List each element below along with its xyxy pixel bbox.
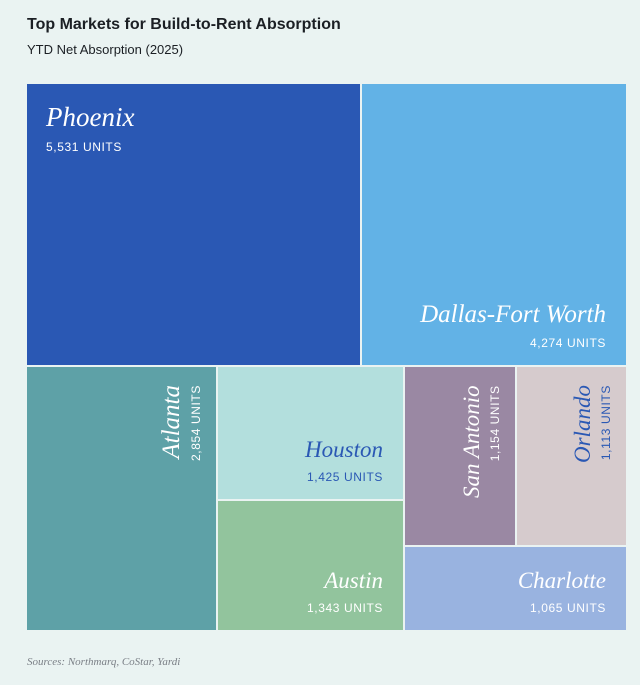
tile-san-antonio: San Antonio 1,154 UNITS bbox=[405, 367, 515, 545]
source-note: Sources: Northmarq, CoStar, Yardi bbox=[27, 656, 181, 668]
tile-orlando: Orlando 1,113 UNITS bbox=[517, 367, 626, 545]
tile-label-houston: Houston bbox=[305, 437, 383, 462]
tile-label-san-antonio: San Antonio bbox=[459, 385, 484, 498]
tile-value-dallas-fort-worth: 4,274 UNITS bbox=[530, 336, 606, 350]
tile-value-austin: 1,343 UNITS bbox=[307, 601, 383, 615]
tile-value-orlando: 1,113 UNITS bbox=[599, 385, 613, 461]
tile-label-atlanta: Atlanta bbox=[158, 385, 185, 459]
tile-dallas-fort-worth: Dallas-Fort Worth 4,274 UNITS bbox=[362, 84, 626, 365]
tile-label-charlotte: Charlotte bbox=[517, 568, 606, 593]
tile-phoenix: Phoenix 5,531 UNITS bbox=[27, 84, 360, 365]
tile-austin: Austin 1,343 UNITS bbox=[218, 501, 403, 630]
tile-value-phoenix: 5,531 UNITS bbox=[46, 140, 122, 154]
tile-charlotte: Charlotte 1,065 UNITS bbox=[405, 547, 626, 630]
tile-houston: Houston 1,425 UNITS bbox=[218, 367, 403, 499]
tile-label-orlando: Orlando bbox=[570, 385, 595, 463]
chart-subtitle: YTD Net Absorption (2025) bbox=[27, 42, 184, 57]
tile-value-houston: 1,425 UNITS bbox=[307, 470, 383, 484]
chart-title: Top Markets for Build-to-Rent Absorption bbox=[27, 16, 341, 33]
tile-atlanta: Atlanta 2,854 UNITS bbox=[27, 367, 216, 630]
tile-label-dallas-fort-worth: Dallas-Fort Worth bbox=[420, 301, 606, 328]
tile-label-phoenix: Phoenix bbox=[46, 102, 135, 132]
tile-value-san-antonio: 1,154 UNITS bbox=[488, 385, 502, 462]
tile-value-atlanta: 2,854 UNITS bbox=[189, 385, 203, 461]
tile-label-austin: Austin bbox=[324, 568, 383, 593]
tile-value-charlotte: 1,065 UNITS bbox=[530, 601, 606, 615]
